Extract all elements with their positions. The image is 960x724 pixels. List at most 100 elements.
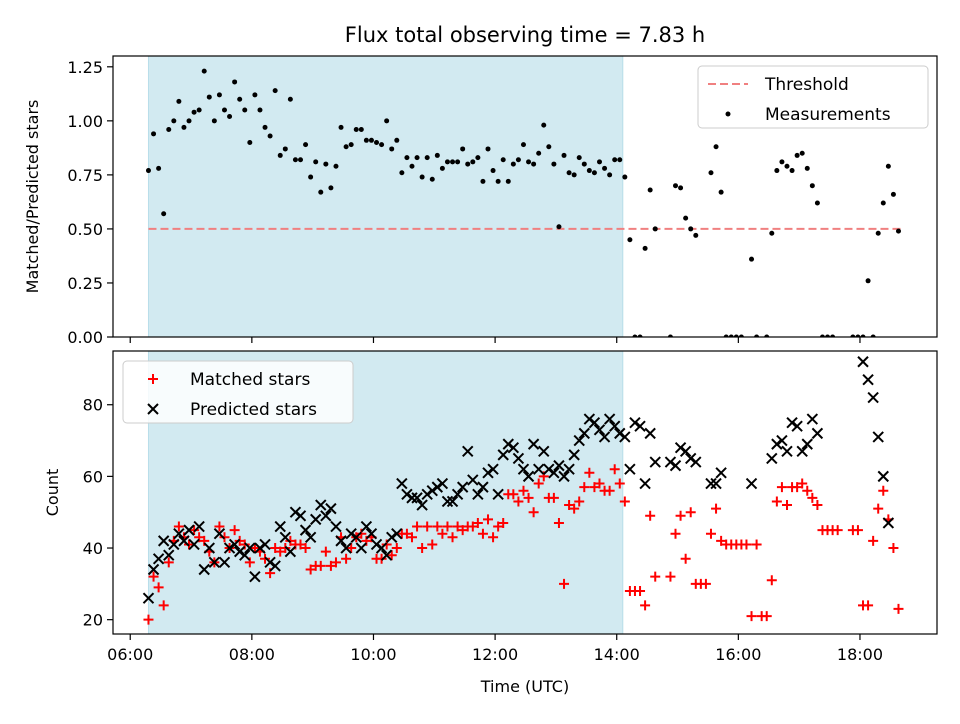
matched-star-point <box>761 611 772 622</box>
predicted-star-point <box>776 434 788 447</box>
matched-star-point <box>533 478 544 489</box>
matched-star-point <box>280 543 291 554</box>
measurement-point <box>551 161 557 167</box>
predicted-star-point <box>183 524 195 536</box>
matched-star-point <box>417 543 428 554</box>
measurement-point <box>885 163 891 169</box>
predicted-star-point <box>451 488 464 500</box>
predicted-star-point <box>386 531 398 543</box>
matched-star-point <box>680 553 691 564</box>
measurement-point <box>855 334 861 337</box>
measurement-point <box>282 146 288 152</box>
measurement-point <box>520 142 526 148</box>
predicted-star-point <box>593 424 606 436</box>
predicted-star-point <box>142 592 155 604</box>
matched-star-point <box>270 543 281 554</box>
measurement-point <box>379 142 385 148</box>
predicted-star-point <box>168 538 180 551</box>
predicted-star-point <box>218 556 231 569</box>
predicted-star-point <box>619 431 631 443</box>
matched-star-point <box>716 535 727 546</box>
measurement-point <box>257 107 263 113</box>
predicted-star-point <box>269 560 281 572</box>
measurement-point <box>804 165 810 171</box>
x-tick-label: 08:00 <box>229 645 275 664</box>
predicted-star-point <box>507 442 520 454</box>
measurement-point <box>363 137 369 143</box>
predicted-star-point <box>396 477 408 490</box>
x-tick-label: 06:00 <box>107 645 153 664</box>
matched-star-point <box>878 485 889 496</box>
matched-star-point <box>812 500 823 511</box>
measurement-point <box>338 124 344 130</box>
matched-star-point <box>184 539 195 550</box>
measurement-point <box>596 159 602 165</box>
predicted-star-point <box>882 517 895 529</box>
measurement-point <box>206 94 212 100</box>
measurement-point <box>176 98 182 104</box>
predicted-star-point <box>862 373 874 386</box>
matched-star-point <box>422 521 433 532</box>
measurement-point <box>186 118 192 124</box>
matched-star-point <box>513 496 524 507</box>
measurement-point <box>414 155 420 161</box>
plot-area <box>145 68 901 337</box>
predicted-star-point <box>152 553 165 565</box>
predicted-star-point <box>426 485 438 497</box>
matched-star-point <box>498 517 509 528</box>
matched-star-point <box>746 611 757 622</box>
matched-star-point <box>457 525 468 536</box>
predicted-star-point <box>639 477 651 490</box>
measurement-point <box>515 157 521 163</box>
legend-swatch <box>725 111 731 117</box>
measurement-point <box>171 118 177 124</box>
predicted-star-point <box>157 535 170 547</box>
predicted-star-point <box>867 391 879 404</box>
x-tick-label: 16:00 <box>715 645 761 664</box>
predicted-star-point <box>299 524 312 536</box>
matched-star-point <box>645 510 656 521</box>
predicted-star-point <box>710 477 722 490</box>
observing-span-shade <box>147 55 624 338</box>
measurement-point <box>860 334 866 337</box>
matched-star-point <box>619 496 630 507</box>
measurement-point <box>181 124 187 130</box>
measurement-point <box>784 163 790 169</box>
measurement-point <box>526 159 532 165</box>
matched-star-point <box>442 521 453 532</box>
measurement-point <box>627 237 633 243</box>
x-tick-label: 10:00 <box>350 645 396 664</box>
y-tick-label: 40 <box>83 539 103 558</box>
measurement-point <box>738 334 744 337</box>
matched-star-point <box>376 553 387 564</box>
measurement-point <box>374 139 380 145</box>
matched-star-point <box>888 543 899 554</box>
y-tick-label: 20 <box>83 611 103 630</box>
matched-star-point <box>863 600 874 611</box>
matched-star-point <box>386 550 397 561</box>
y-tick-label: 0.50 <box>67 220 103 239</box>
measurement-point <box>485 146 491 152</box>
predicted-star-point <box>411 492 423 504</box>
legend-label: Matched stars <box>190 370 310 390</box>
y-tick-label: 0.25 <box>67 274 103 293</box>
matched-star-point <box>249 543 260 554</box>
measurement-point <box>495 178 501 184</box>
matched-star-point <box>832 525 843 536</box>
predicted-star-point <box>512 452 525 465</box>
measurement-point <box>399 170 405 176</box>
predicted-star-point <box>679 445 692 458</box>
matched-star-point <box>675 510 686 521</box>
top-panel: 0.00 0.25 0.50 0.75 1.00 1.25 Matched/Predicte… <box>23 55 938 347</box>
measurement-point <box>353 126 359 132</box>
measurement-point <box>196 107 202 113</box>
predicted-star-point <box>877 470 889 483</box>
matched-star-point <box>493 521 504 532</box>
predicted-star-point <box>264 556 276 569</box>
predicted-star-point <box>325 502 337 515</box>
predicted-star-point <box>315 499 327 511</box>
matched-star-point <box>285 535 296 546</box>
predicted-star-point <box>441 495 454 508</box>
matched-star-point <box>781 500 792 511</box>
matched-star-point <box>559 578 570 589</box>
